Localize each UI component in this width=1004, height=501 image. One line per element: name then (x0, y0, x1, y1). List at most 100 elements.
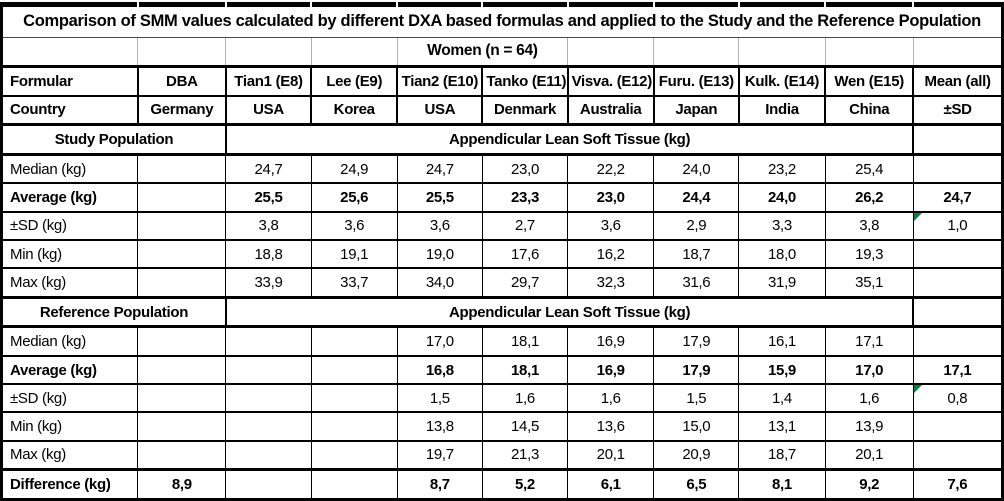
cell-reference-min-furu[interactable]: 15,0 (653, 411, 740, 442)
cell-study-average-lee[interactable]: 25,6 (310, 182, 398, 213)
cell-study-sd-furu[interactable]: 2,9 (653, 211, 740, 241)
empty-cell[interactable] (912, 123, 1004, 156)
cell-study-min-tian2[interactable]: 19,0 (396, 239, 483, 270)
cell-reference-max-dba[interactable] (137, 440, 227, 471)
cell-study-max-wen[interactable]: 35,1 (824, 267, 914, 299)
cell-reference-median-furu[interactable]: 17,9 (653, 326, 740, 357)
cell-study-sd-tian1[interactable]: 3,8 (225, 211, 312, 241)
cell-reference-average-tian1[interactable] (225, 355, 312, 386)
cell-study-sd-kulk[interactable]: 3,3 (738, 211, 826, 241)
cell-study-max-visva[interactable]: 32,3 (567, 267, 655, 299)
cell-study-average-mean[interactable]: 24,7 (912, 182, 1004, 213)
header-formula-lee[interactable]: Lee (E9) (310, 65, 399, 97)
header-formula-dba[interactable]: DBA (136, 65, 227, 97)
header-formula-furu[interactable]: Furu. (E13) (652, 65, 740, 97)
cell-reference-median-mean[interactable] (912, 326, 1004, 357)
header-formular[interactable]: Formular (0, 65, 139, 97)
header-country-wen[interactable]: China (824, 94, 915, 127)
cell-difference-wen[interactable]: 9,2 (824, 468, 914, 500)
cell-reference-median-lee[interactable] (310, 326, 398, 357)
cell-study-median-tian2[interactable]: 24,7 (396, 153, 483, 185)
cell-study-min-dba[interactable] (137, 239, 227, 270)
cell-difference-tian2[interactable]: 8,7 (396, 468, 483, 500)
cell-reference-median-kulk[interactable]: 16,1 (738, 326, 826, 357)
cell-study-min-mean[interactable] (912, 239, 1004, 270)
section-measure-study[interactable]: Appendicular Lean Soft Tissue (kg) (224, 123, 915, 156)
cell-reference-sd-kulk[interactable]: 1,4 (738, 383, 826, 414)
cell-reference-sd-tanko[interactable]: 1,6 (481, 383, 569, 414)
cell-study-min-wen[interactable]: 19,3 (824, 239, 914, 270)
row-label-reference-max[interactable]: Max (kg) (0, 440, 139, 471)
cell-reference-median-tian2[interactable]: 17,0 (396, 326, 483, 357)
header-country-tanko[interactable]: Denmark (481, 94, 569, 127)
cell-reference-sd-wen[interactable]: 1,6 (824, 383, 914, 414)
header-country[interactable]: Country (0, 94, 139, 127)
cell-reference-min-kulk[interactable]: 13,1 (738, 411, 826, 442)
section-name-reference[interactable]: Reference Population (0, 295, 227, 329)
cell-reference-min-visva[interactable]: 13,6 (567, 411, 655, 442)
cell-study-sd-lee[interactable]: 3,6 (310, 211, 398, 241)
cell-study-min-tanko[interactable]: 17,6 (481, 239, 569, 270)
cell-reference-sd-visva[interactable]: 1,6 (567, 383, 655, 414)
cell-study-sd-dba[interactable] (137, 211, 227, 241)
cell-reference-average-wen[interactable]: 17,0 (824, 355, 914, 386)
cell-reference-average-kulk[interactable]: 15,9 (738, 355, 826, 386)
header-country-tian2[interactable]: USA (396, 94, 484, 127)
cell-difference-visva[interactable]: 6,1 (567, 468, 655, 500)
header-country-dba[interactable]: Germany (136, 94, 227, 127)
cell-study-average-tian2[interactable]: 25,5 (396, 182, 483, 213)
cell-reference-min-mean[interactable] (912, 411, 1004, 442)
empty-cell[interactable] (824, 37, 914, 69)
empty-cell[interactable] (653, 37, 740, 69)
cell-reference-max-tian1[interactable] (225, 440, 312, 471)
cell-reference-max-visva[interactable]: 20,1 (567, 440, 655, 471)
cell-reference-average-dba[interactable] (137, 355, 227, 386)
cell-reference-sd-mean[interactable]: 0,8 (912, 383, 1004, 414)
cell-difference-tian1[interactable] (225, 468, 312, 500)
cell-reference-average-visva[interactable]: 16,9 (567, 355, 655, 386)
cell-reference-sd-lee[interactable] (310, 383, 398, 414)
cell-difference-mean[interactable]: 7,6 (912, 468, 1004, 500)
cell-study-median-kulk[interactable]: 23,2 (738, 153, 826, 185)
header-formula-visva[interactable]: Visva. (E12) (566, 65, 655, 97)
empty-cell[interactable] (225, 37, 312, 69)
cell-reference-average-furu[interactable]: 17,9 (653, 355, 740, 386)
cell-reference-max-tanko[interactable]: 21,3 (481, 440, 569, 471)
cell-study-max-kulk[interactable]: 31,9 (738, 267, 826, 299)
cell-study-average-tian1[interactable]: 25,5 (225, 182, 312, 213)
cell-study-sd-wen[interactable]: 3,8 (824, 211, 914, 241)
empty-cell[interactable] (738, 37, 826, 69)
cell-study-average-kulk[interactable]: 24,0 (738, 182, 826, 213)
row-label-study-max[interactable]: Max (kg) (0, 267, 139, 299)
cell-reference-median-visva[interactable]: 16,9 (567, 326, 655, 357)
cell-study-average-furu[interactable]: 24,4 (653, 182, 740, 213)
cell-reference-max-furu[interactable]: 20,9 (653, 440, 740, 471)
cell-study-sd-mean[interactable]: 1,0 (912, 211, 1004, 241)
empty-cell[interactable] (137, 37, 227, 69)
row-label-reference-min[interactable]: Min (kg) (0, 411, 139, 442)
row-label-reference-average[interactable]: Average (kg) (0, 355, 139, 386)
row-label-study-min[interactable]: Min (kg) (0, 239, 139, 270)
cell-study-median-furu[interactable]: 24,0 (653, 153, 740, 185)
cell-reference-average-tian2[interactable]: 16,8 (396, 355, 483, 386)
cell-reference-median-tian1[interactable] (225, 326, 312, 357)
cell-reference-average-mean[interactable]: 17,1 (912, 355, 1004, 386)
cell-study-median-lee[interactable]: 24,9 (310, 153, 398, 185)
cell-reference-max-tian2[interactable]: 19,7 (396, 440, 483, 471)
cell-study-sd-tanko[interactable]: 2,7 (481, 211, 569, 241)
cell-study-median-dba[interactable] (137, 153, 227, 185)
header-formula-wen[interactable]: Wen (E15) (824, 65, 915, 97)
cell-study-median-wen[interactable]: 25,4 (824, 153, 914, 185)
header-formula-kulk[interactable]: Kulk. (E14) (737, 65, 827, 97)
header-country-lee[interactable]: Korea (310, 94, 399, 127)
cell-study-min-lee[interactable]: 19,1 (310, 239, 398, 270)
section-measure-reference[interactable]: Appendicular Lean Soft Tissue (kg) (224, 295, 915, 329)
cell-study-median-visva[interactable]: 22,2 (567, 153, 655, 185)
cell-study-average-tanko[interactable]: 23,3 (481, 182, 569, 213)
cell-difference-lee[interactable] (310, 468, 398, 500)
empty-cell[interactable] (310, 37, 398, 69)
cell-reference-sd-tian1[interactable] (225, 383, 312, 414)
cell-reference-average-lee[interactable] (310, 355, 398, 386)
cell-reference-min-tanko[interactable]: 14,5 (481, 411, 569, 442)
header-country-kulk[interactable]: India (737, 94, 827, 127)
